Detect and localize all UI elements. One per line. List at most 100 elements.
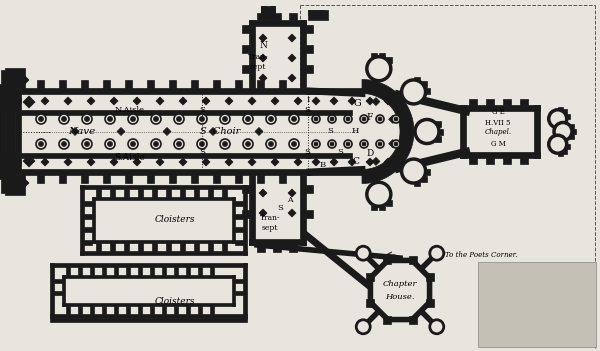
- Bar: [84, 214, 92, 219]
- Polygon shape: [209, 127, 217, 135]
- Bar: [162, 267, 166, 275]
- Bar: [279, 80, 286, 88]
- Text: G: G: [353, 99, 361, 107]
- Bar: [81, 175, 88, 183]
- Bar: [257, 245, 265, 252]
- Circle shape: [176, 141, 182, 146]
- Bar: [562, 109, 567, 114]
- Circle shape: [199, 141, 205, 146]
- Bar: [50, 263, 247, 267]
- Circle shape: [360, 115, 368, 123]
- Bar: [415, 77, 421, 82]
- Polygon shape: [179, 158, 187, 166]
- Bar: [300, 20, 306, 88]
- Circle shape: [415, 119, 439, 144]
- Bar: [213, 175, 220, 183]
- Polygon shape: [259, 54, 267, 62]
- Polygon shape: [259, 34, 267, 42]
- Polygon shape: [23, 96, 35, 108]
- Circle shape: [430, 246, 444, 260]
- Text: H.VII 5: H.VII 5: [485, 119, 511, 127]
- Bar: [232, 275, 235, 306]
- Polygon shape: [117, 127, 125, 135]
- Bar: [434, 121, 440, 127]
- Circle shape: [401, 80, 425, 104]
- Polygon shape: [288, 54, 296, 62]
- Circle shape: [344, 115, 352, 123]
- Bar: [80, 185, 247, 189]
- Bar: [235, 201, 243, 206]
- Circle shape: [38, 117, 44, 121]
- Bar: [103, 80, 110, 88]
- Bar: [186, 267, 190, 275]
- Bar: [235, 240, 243, 245]
- Bar: [59, 175, 66, 183]
- Bar: [21, 88, 310, 94]
- Bar: [558, 107, 563, 112]
- Bar: [469, 99, 477, 105]
- Bar: [313, 10, 318, 15]
- Polygon shape: [362, 79, 414, 184]
- Bar: [54, 279, 62, 283]
- Bar: [80, 251, 247, 255]
- Bar: [243, 263, 247, 318]
- Bar: [169, 80, 176, 88]
- Bar: [460, 105, 540, 111]
- Bar: [90, 267, 94, 275]
- Bar: [84, 227, 92, 232]
- Polygon shape: [330, 158, 338, 166]
- Polygon shape: [259, 74, 267, 82]
- Bar: [5, 175, 25, 195]
- Bar: [21, 153, 310, 158]
- Bar: [478, 262, 596, 347]
- Bar: [125, 175, 132, 183]
- Bar: [308, 10, 313, 15]
- Bar: [235, 214, 243, 219]
- Bar: [92, 197, 95, 243]
- Text: Cloisters: Cloisters: [155, 216, 195, 225]
- Polygon shape: [17, 74, 29, 86]
- Text: Nave: Nave: [68, 126, 95, 135]
- Text: I: I: [307, 96, 310, 104]
- Bar: [62, 275, 65, 306]
- Polygon shape: [384, 158, 392, 166]
- Bar: [437, 128, 443, 134]
- Bar: [383, 317, 391, 324]
- Circle shape: [360, 140, 368, 148]
- Bar: [5, 88, 15, 175]
- Polygon shape: [389, 115, 397, 123]
- Bar: [565, 114, 570, 119]
- Circle shape: [59, 139, 69, 149]
- Circle shape: [392, 140, 400, 148]
- Circle shape: [36, 114, 46, 124]
- Circle shape: [362, 142, 366, 146]
- Circle shape: [59, 114, 69, 124]
- Circle shape: [330, 117, 334, 121]
- Text: S.Aisle: S.Aisle: [115, 152, 145, 161]
- Polygon shape: [348, 158, 356, 166]
- Circle shape: [128, 139, 138, 149]
- Circle shape: [312, 140, 320, 148]
- Circle shape: [131, 141, 136, 146]
- Bar: [150, 267, 154, 275]
- Polygon shape: [23, 155, 35, 167]
- Bar: [242, 25, 249, 33]
- Circle shape: [220, 114, 230, 124]
- Circle shape: [223, 141, 227, 146]
- Bar: [306, 169, 362, 175]
- Bar: [92, 240, 235, 243]
- Bar: [427, 273, 434, 282]
- Bar: [62, 303, 235, 306]
- Bar: [1, 153, 15, 193]
- Bar: [460, 152, 540, 158]
- Bar: [37, 175, 44, 183]
- Circle shape: [367, 182, 391, 206]
- Bar: [50, 314, 247, 318]
- Circle shape: [243, 114, 253, 124]
- Bar: [198, 306, 202, 314]
- Bar: [424, 168, 430, 175]
- Bar: [365, 273, 374, 282]
- Bar: [270, 11, 275, 16]
- Bar: [242, 210, 249, 218]
- Bar: [110, 243, 115, 251]
